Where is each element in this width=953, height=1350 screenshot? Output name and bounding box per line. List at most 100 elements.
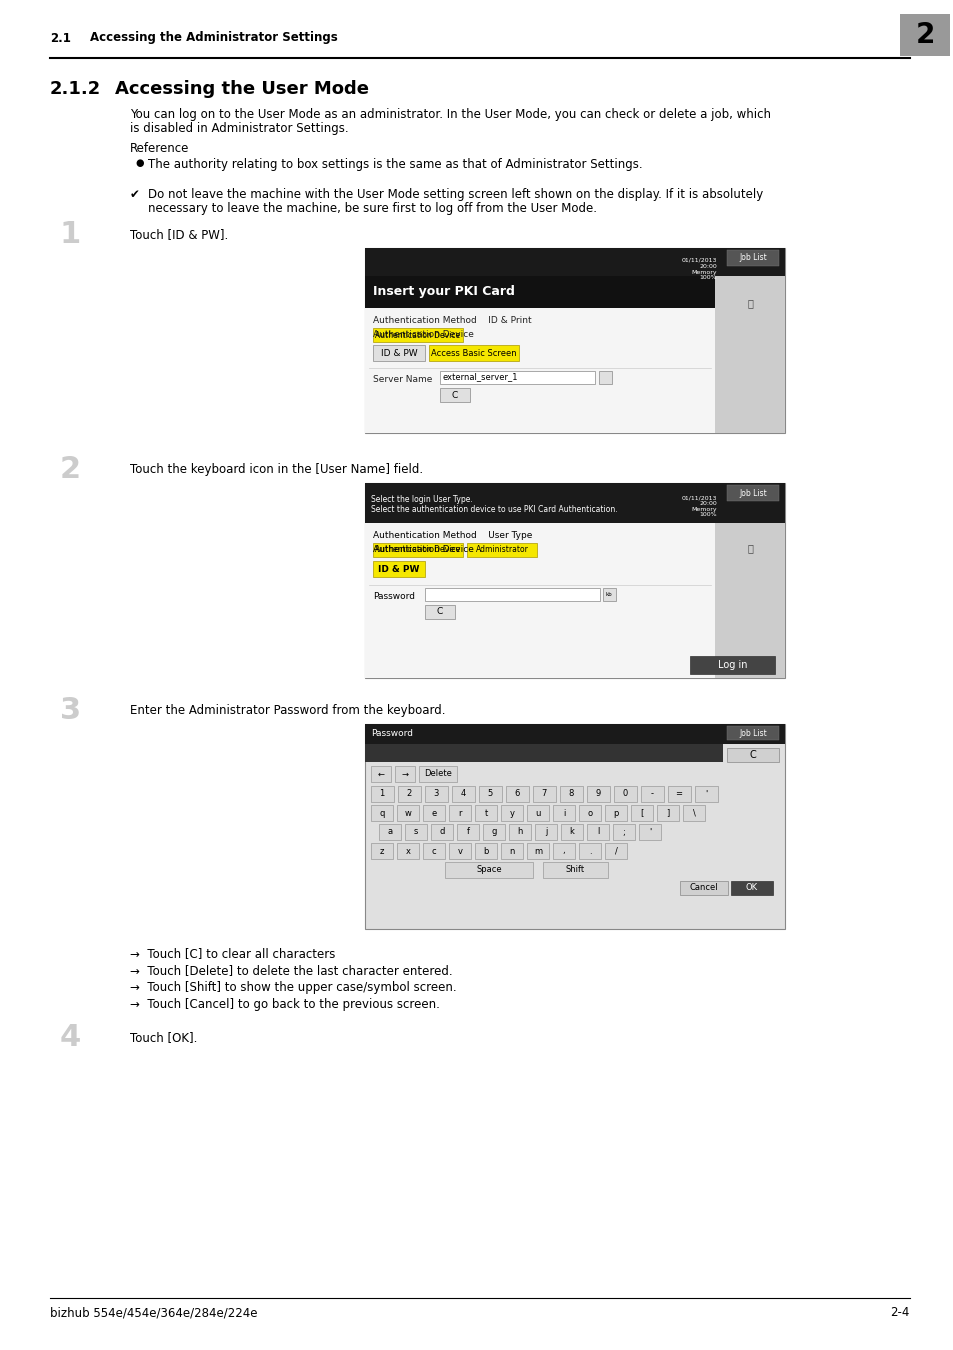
Bar <box>424 589 599 601</box>
Text: r: r <box>457 809 461 818</box>
Bar <box>371 786 394 802</box>
Text: 8: 8 <box>568 790 573 798</box>
Text: C: C <box>436 608 442 617</box>
Bar <box>378 824 400 840</box>
Bar <box>630 805 652 821</box>
Bar <box>456 824 478 840</box>
Bar <box>365 308 714 433</box>
Text: 5: 5 <box>487 790 492 798</box>
Text: 2-4: 2-4 <box>890 1305 909 1319</box>
Text: Authentication Device: Authentication Device <box>373 545 474 554</box>
Text: Server Name: Server Name <box>373 375 432 383</box>
Bar <box>667 786 690 802</box>
Bar <box>467 543 537 558</box>
Bar <box>422 805 444 821</box>
Text: 4: 4 <box>60 1023 81 1052</box>
Text: Accessing the Administrator Settings: Accessing the Administrator Settings <box>90 31 337 45</box>
Bar <box>371 842 393 859</box>
Bar <box>373 543 462 558</box>
Bar <box>439 371 595 383</box>
Text: ': ' <box>704 790 706 798</box>
Text: Enter the Administrator Password from the keyboard.: Enter the Administrator Password from th… <box>130 703 445 717</box>
Text: ID & PW: ID & PW <box>378 564 419 574</box>
Bar <box>602 589 616 601</box>
Text: Do not leave the machine with the User Mode setting screen left shown on the dis: Do not leave the machine with the User M… <box>148 188 762 201</box>
Bar <box>449 805 471 821</box>
Text: Log in: Log in <box>718 660 747 670</box>
Bar <box>578 842 600 859</box>
Text: Shift: Shift <box>565 865 584 875</box>
Bar <box>726 485 779 501</box>
Bar <box>682 805 704 821</box>
Text: →  Touch [Shift] to show the upper case/symbol screen.: → Touch [Shift] to show the upper case/s… <box>130 981 456 994</box>
Bar <box>586 786 609 802</box>
Bar <box>475 842 497 859</box>
Text: =: = <box>675 790 681 798</box>
Bar <box>365 248 784 433</box>
Bar <box>422 842 444 859</box>
Text: 01/11/2013
20:00
Memory
100%: 01/11/2013 20:00 Memory 100% <box>680 495 717 517</box>
Text: 6: 6 <box>514 790 519 798</box>
Text: y: y <box>509 809 514 818</box>
Text: Cancel: Cancel <box>689 883 718 892</box>
Text: ]: ] <box>666 809 669 818</box>
Bar <box>397 786 420 802</box>
Text: w: w <box>404 809 411 818</box>
Bar <box>373 328 462 342</box>
Text: ←: ← <box>377 769 384 779</box>
Text: /: / <box>614 846 617 856</box>
Text: ✔: ✔ <box>130 188 140 201</box>
Text: C: C <box>749 751 756 760</box>
Bar <box>396 805 418 821</box>
Bar <box>395 765 415 782</box>
Bar <box>726 748 779 761</box>
Bar <box>365 275 714 308</box>
Text: Touch [OK].: Touch [OK]. <box>130 1031 197 1044</box>
Text: 1: 1 <box>60 220 81 248</box>
Text: t: t <box>484 809 487 818</box>
Text: ID & PW: ID & PW <box>380 348 416 358</box>
Text: Authentication Device: Authentication Device <box>375 545 460 555</box>
Bar <box>899 14 949 55</box>
Bar <box>598 371 612 383</box>
Bar <box>365 744 722 761</box>
Text: e: e <box>431 809 436 818</box>
Text: b: b <box>483 846 488 856</box>
Text: d: d <box>438 828 444 837</box>
Bar <box>371 805 393 821</box>
Text: 2: 2 <box>914 22 934 49</box>
Text: Reference: Reference <box>130 142 190 155</box>
Bar <box>695 786 718 802</box>
Text: external_server_1: external_server_1 <box>442 373 518 382</box>
Text: .: . <box>588 846 591 856</box>
Text: 🔒: 🔒 <box>746 543 752 554</box>
Bar <box>365 483 784 678</box>
Text: 1: 1 <box>379 790 384 798</box>
Text: Select the login User Type.: Select the login User Type. <box>371 495 473 504</box>
Bar <box>640 786 663 802</box>
Text: ;: ; <box>622 828 625 837</box>
Bar <box>365 483 784 522</box>
Bar <box>449 842 471 859</box>
Text: Authentication Method    ID & Print: Authentication Method ID & Print <box>373 316 531 325</box>
Text: n: n <box>509 846 515 856</box>
Text: necessary to leave the machine, be sure first to log off from the User Mode.: necessary to leave the machine, be sure … <box>148 202 597 215</box>
Text: Job List: Job List <box>739 729 766 737</box>
Text: q: q <box>379 809 384 818</box>
Bar <box>475 805 497 821</box>
Text: x: x <box>405 846 410 856</box>
Bar <box>604 805 626 821</box>
Text: i: i <box>562 809 564 818</box>
Text: m: m <box>534 846 541 856</box>
Text: 3: 3 <box>433 790 438 798</box>
Text: -: - <box>650 790 653 798</box>
Text: Touch [ID & PW].: Touch [ID & PW]. <box>130 228 228 242</box>
Bar <box>396 842 418 859</box>
Text: 4: 4 <box>460 790 465 798</box>
Bar <box>542 863 607 878</box>
Text: o: o <box>587 809 592 818</box>
Text: kb: kb <box>605 593 612 598</box>
Text: Administrator: Administrator <box>475 545 528 555</box>
Bar <box>429 346 518 360</box>
Bar <box>500 805 522 821</box>
